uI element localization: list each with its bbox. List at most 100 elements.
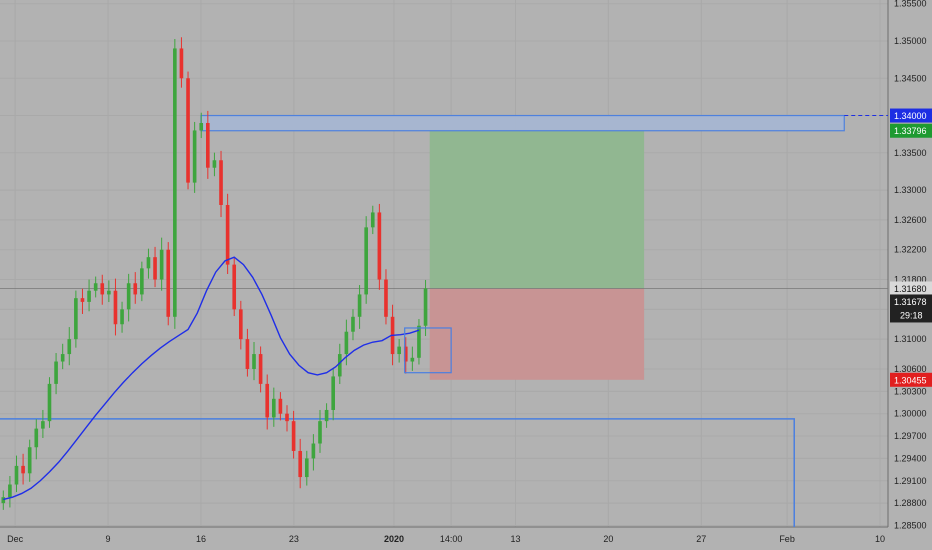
candle-body bbox=[285, 413, 289, 422]
price-tick-label: 1.34500 bbox=[894, 73, 927, 83]
bar-countdown-tag: 29:18 bbox=[900, 310, 923, 320]
candle-body bbox=[384, 279, 388, 317]
price-tick-label: 1.28500 bbox=[894, 521, 927, 531]
candle-body bbox=[370, 212, 375, 228]
last-price-tag-bg bbox=[890, 294, 932, 323]
price-tick-label: 1.33500 bbox=[894, 148, 927, 158]
price-tick-label: 1.30300 bbox=[894, 386, 927, 396]
candle-body bbox=[159, 249, 164, 280]
candle-body bbox=[21, 465, 25, 474]
candle-body bbox=[324, 409, 329, 422]
time-tick-label: 23 bbox=[289, 534, 299, 544]
candle-body bbox=[232, 264, 237, 310]
candle-body bbox=[179, 48, 184, 79]
candle-body bbox=[153, 257, 157, 280]
candle-body bbox=[278, 398, 283, 414]
price-tick-label: 1.35500 bbox=[894, 0, 927, 9]
last-price-tag: 1.31678 bbox=[894, 297, 927, 307]
candle-body bbox=[331, 376, 335, 410]
candle-body bbox=[87, 290, 91, 302]
candle-body bbox=[364, 227, 368, 295]
time-tick-label: Dec bbox=[7, 534, 24, 544]
price-tick-label: 1.31800 bbox=[894, 275, 927, 285]
candle-body bbox=[397, 346, 401, 355]
candle-body bbox=[74, 298, 78, 340]
candle-body bbox=[318, 421, 322, 444]
candle-body bbox=[8, 484, 12, 498]
stop-price-tag: 1.30455 bbox=[894, 375, 927, 385]
candle-body bbox=[107, 290, 111, 295]
candle-body bbox=[377, 212, 382, 280]
candle-body bbox=[206, 122, 210, 168]
target-price-tag-bg bbox=[890, 123, 932, 138]
time-tick-label: Feb bbox=[779, 534, 795, 544]
candle-body bbox=[54, 361, 58, 384]
time-tick-label: 20 bbox=[603, 534, 613, 544]
time-tick-label: 2020 bbox=[384, 534, 404, 544]
crosshair-price-tag-bg bbox=[890, 281, 932, 296]
candle-body bbox=[93, 283, 98, 291]
candle-body bbox=[357, 294, 362, 317]
candle-body bbox=[311, 443, 316, 459]
dashed-level-price-tag-bg bbox=[890, 108, 932, 123]
resistance-zone-box bbox=[200, 114, 845, 132]
candle-body bbox=[298, 450, 303, 478]
time-tick-label: 13 bbox=[510, 534, 520, 544]
candle-body bbox=[337, 354, 342, 377]
price-tick-label: 1.32200 bbox=[894, 245, 927, 255]
price-tick-label: 1.32600 bbox=[894, 215, 927, 225]
dashed-level-price-tag: 1.34000 bbox=[894, 111, 927, 121]
price-tick-label: 1.28800 bbox=[894, 498, 927, 508]
price-tick-label: 1.33000 bbox=[894, 185, 927, 195]
time-tick-label: 16 bbox=[196, 534, 206, 544]
moving-average-line bbox=[3, 256, 420, 501]
take-profit-zone bbox=[429, 130, 645, 289]
candle-body bbox=[166, 249, 171, 317]
time-tick-label: 9 bbox=[106, 534, 111, 544]
candle-body bbox=[291, 421, 296, 451]
candle-body bbox=[252, 354, 256, 369]
candle-body bbox=[212, 160, 217, 168]
candle-body bbox=[410, 357, 415, 362]
price-tick-label: 1.31000 bbox=[894, 334, 927, 344]
stop-loss-zone bbox=[429, 288, 645, 380]
candle-body bbox=[344, 331, 349, 355]
candle-body bbox=[351, 316, 355, 332]
price-tick-label: 1.29100 bbox=[894, 476, 927, 486]
target-price-tag: 1.33796 bbox=[894, 126, 927, 136]
price-tick-label: 1.35000 bbox=[894, 36, 927, 46]
consolidation-box bbox=[404, 327, 452, 374]
candle-body bbox=[67, 339, 72, 355]
candle-body bbox=[199, 122, 204, 131]
price-tick-label: 1.29400 bbox=[894, 453, 927, 463]
candle-body bbox=[219, 160, 223, 205]
crosshair-price-tag: 1.31680 bbox=[894, 284, 927, 294]
support-level-line bbox=[0, 418, 795, 527]
candle-body bbox=[146, 257, 151, 269]
candle-body bbox=[27, 447, 32, 474]
candle-body bbox=[120, 309, 124, 325]
candle-body bbox=[304, 458, 309, 478]
candle-body bbox=[80, 298, 85, 302]
candle-body bbox=[1, 497, 6, 504]
candle-body bbox=[133, 283, 138, 295]
time-tick-label: 10 bbox=[875, 534, 885, 544]
time-tick-label: 14:00 bbox=[440, 534, 463, 544]
candle-body bbox=[403, 346, 408, 362]
candle-body bbox=[113, 290, 118, 325]
candle-body bbox=[100, 283, 105, 295]
candle-body bbox=[239, 309, 243, 340]
candle-body bbox=[60, 354, 65, 362]
candle-body bbox=[225, 204, 230, 265]
candle-body bbox=[126, 283, 131, 310]
candle-body bbox=[423, 288, 428, 326]
price-tick-label: 1.29700 bbox=[894, 431, 927, 441]
price-tick-label: 1.30600 bbox=[894, 364, 927, 374]
candle-body bbox=[47, 383, 52, 422]
candle-body bbox=[258, 354, 263, 384]
candle-body bbox=[173, 48, 177, 317]
candle-body bbox=[192, 130, 197, 183]
candle-body bbox=[265, 383, 270, 418]
